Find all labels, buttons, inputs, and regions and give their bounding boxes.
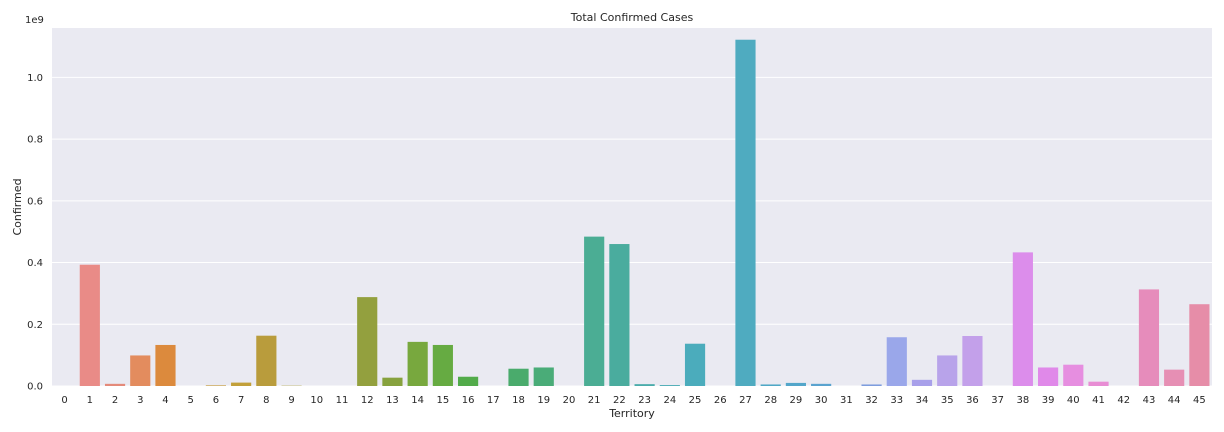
x-tick-label: 4: [162, 395, 168, 406]
bar-15: [432, 344, 453, 386]
x-tick-label: 33: [890, 395, 903, 406]
y-tick-labels: 0.0 0.2 0.4 0.6 0.8 1.0: [27, 73, 43, 393]
bar-35: [937, 355, 958, 386]
x-tick-label: 0: [61, 395, 67, 406]
bar-7: [231, 382, 252, 386]
bar-36: [962, 336, 983, 386]
bar-41: [1088, 381, 1109, 386]
x-axis-label: Territory: [608, 407, 655, 420]
x-tick-label: 36: [966, 395, 979, 406]
x-tick-label: 35: [941, 395, 954, 406]
x-tick-label: 20: [563, 395, 576, 406]
x-tick-label: 39: [1042, 395, 1055, 406]
bar-19: [533, 367, 554, 386]
x-tick-label: 32: [865, 395, 878, 406]
bar-24: [659, 385, 680, 386]
x-tick-label: 25: [689, 395, 702, 406]
bar-16: [458, 376, 479, 386]
y-axis-label: Confirmed: [11, 178, 24, 235]
x-tick-label: 8: [263, 395, 269, 406]
bar-25: [684, 343, 706, 386]
bar-27: [735, 39, 756, 386]
x-tick-label: 29: [790, 395, 803, 406]
bar-44: [1164, 369, 1185, 386]
x-tick-label: 30: [815, 395, 828, 406]
bar-29: [785, 382, 806, 386]
y-tick-label: 0.0: [27, 382, 43, 393]
bar-22: [609, 244, 630, 386]
x-tick-label: 31: [840, 395, 853, 406]
x-tick-label: 2: [112, 395, 118, 406]
bar-21: [584, 236, 605, 386]
x-tick-label: 12: [361, 395, 374, 406]
bar-6: [205, 385, 226, 386]
bar-39: [1038, 367, 1059, 386]
bars-group: [79, 39, 1210, 386]
x-tick-label: 9: [288, 395, 294, 406]
x-tick-label: 38: [1017, 395, 1030, 406]
bar-13: [382, 377, 403, 386]
x-tick-label: 5: [188, 395, 194, 406]
bar-43: [1138, 289, 1160, 386]
bar-23: [634, 384, 655, 386]
x-tick-label: 40: [1067, 395, 1080, 406]
x-tick-label: 16: [462, 395, 475, 406]
x-tick-label: 17: [487, 395, 500, 406]
y-axis-offset-label: 1e9: [25, 15, 44, 26]
y-tick-label: 0.8: [27, 135, 43, 146]
bar-12: [357, 297, 378, 386]
x-tick-labels: 0 1 2 3 4 5 6 7 8 9 10 11 12 13 14 15 16 17 18 19 20 21 22 23 24…: [61, 395, 1205, 406]
x-tick-label: 44: [1168, 395, 1181, 406]
x-tick-label: 15: [437, 395, 450, 406]
y-tick-label: 1.0: [27, 73, 43, 84]
bar-40: [1063, 364, 1084, 386]
x-tick-label: 24: [663, 395, 676, 406]
x-tick-label: 42: [1117, 395, 1130, 406]
x-tick-label: 28: [764, 395, 777, 406]
bar-18: [508, 368, 529, 386]
x-tick-label: 34: [916, 395, 929, 406]
x-tick-label: 41: [1092, 395, 1105, 406]
x-tick-label: 22: [613, 395, 626, 406]
x-tick-label: 37: [991, 395, 1004, 406]
bar-8: [256, 335, 277, 386]
bar-45: [1189, 304, 1210, 386]
x-tick-label: 19: [537, 395, 550, 406]
x-tick-label: 3: [137, 395, 143, 406]
x-tick-label: 14: [411, 395, 424, 406]
chart-title: Total Confirmed Cases: [570, 11, 694, 24]
bar-38: [1012, 252, 1033, 386]
x-tick-label: 23: [638, 395, 651, 406]
x-tick-label: 45: [1193, 395, 1206, 406]
x-tick-label: 6: [213, 395, 219, 406]
bar-34: [911, 379, 933, 386]
y-tick-label: 0.4: [27, 258, 43, 269]
bar-32: [861, 384, 882, 386]
bar-3: [130, 355, 151, 386]
bar-33: [886, 337, 907, 386]
x-tick-label: 11: [336, 395, 349, 406]
x-tick-label: 1: [87, 395, 93, 406]
bar-1: [79, 264, 100, 386]
bar-2: [104, 383, 126, 386]
bar-14: [407, 341, 428, 386]
x-tick-label: 43: [1143, 395, 1156, 406]
x-tick-label: 13: [386, 395, 399, 406]
x-tick-label: 26: [714, 395, 727, 406]
x-tick-label: 27: [739, 395, 752, 406]
x-tick-label: 18: [512, 395, 525, 406]
bar-30: [811, 383, 832, 386]
x-tick-label: 10: [310, 395, 323, 406]
bar-28: [760, 384, 781, 386]
y-tick-label: 0.6: [27, 196, 43, 207]
y-tick-label: 0.2: [27, 320, 43, 331]
plot-area: [52, 28, 1212, 386]
x-tick-label: 7: [238, 395, 244, 406]
bar-4: [155, 344, 176, 386]
x-tick-label: 21: [588, 395, 601, 406]
